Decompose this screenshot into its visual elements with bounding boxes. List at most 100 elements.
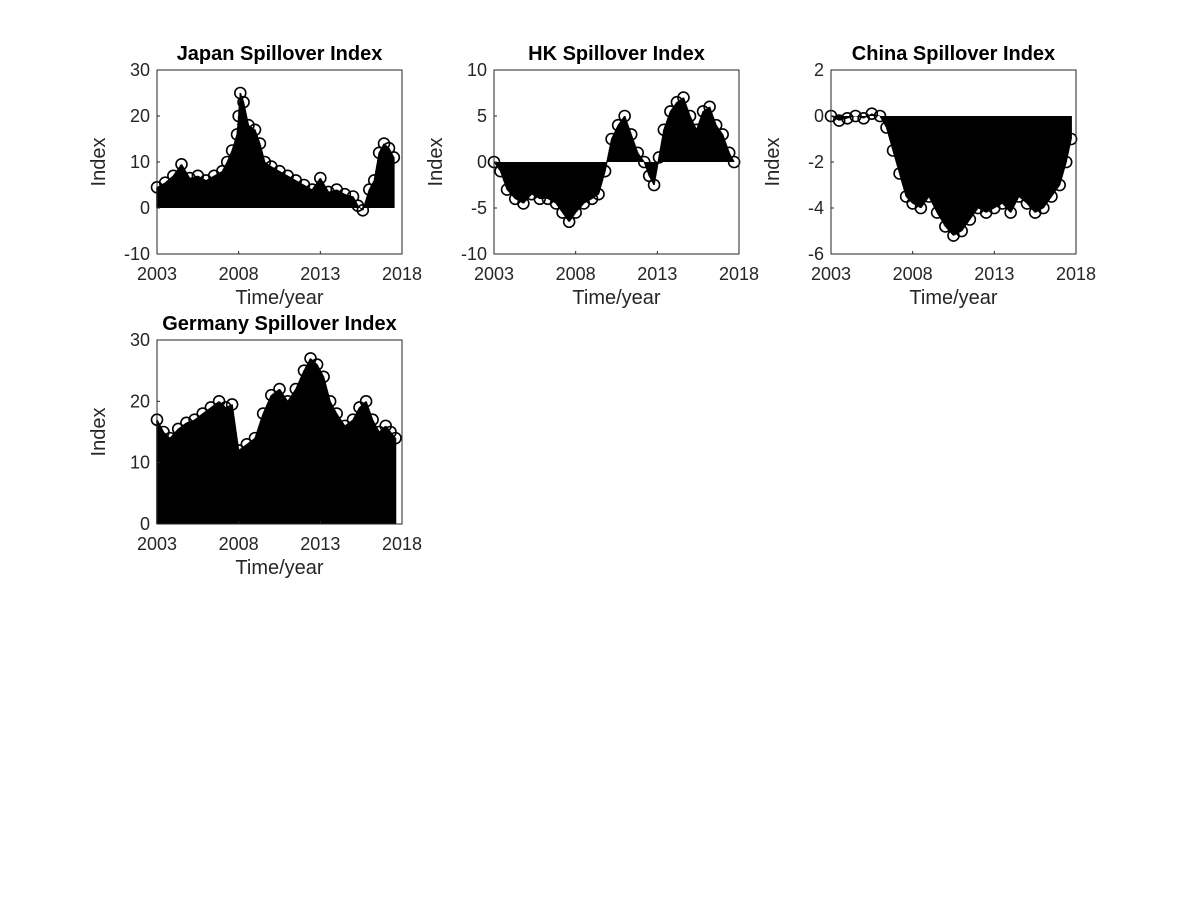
data-point: [1004, 206, 1017, 219]
data-point: [310, 358, 324, 371]
data-point: [533, 192, 547, 206]
data-point: [389, 431, 402, 445]
data-point: [225, 144, 239, 157]
data-point: [171, 422, 185, 436]
data-point: [494, 164, 507, 178]
data-point: [175, 158, 188, 171]
data-point: [618, 109, 631, 123]
x-tick-label: 2008: [219, 264, 259, 284]
y-tick-label: 10: [130, 453, 150, 473]
data-point: [922, 190, 936, 203]
data-point: [367, 174, 381, 187]
data-point: [1045, 190, 1058, 203]
x-tick-label: 2003: [474, 264, 514, 284]
y-tick-label: -10: [124, 244, 150, 264]
x-tick-label: 2013: [300, 264, 340, 284]
data-point: [330, 407, 343, 420]
data-point: [219, 401, 232, 414]
data-point: [880, 121, 893, 134]
y-tick-label: -2: [808, 152, 824, 172]
data-point: [865, 107, 879, 120]
data-point: [346, 413, 360, 427]
data-point: [556, 206, 569, 219]
data-point: [652, 151, 666, 164]
subplot-2: 2003 2008 2013 2018 -6 -4 -2 0 2 China Spillover …: [762, 43, 1096, 309]
data-point: [690, 123, 703, 137]
data-point: [1059, 155, 1073, 169]
data-point: [366, 413, 379, 427]
data-point: [356, 204, 370, 217]
data-point: [893, 167, 906, 180]
x-tick-label: 2003: [137, 534, 177, 554]
chart-title: HK Spillover Index: [528, 43, 705, 65]
series-0: [150, 352, 402, 524]
data-point: [183, 171, 196, 185]
x-tick-label: 2008: [893, 264, 933, 284]
subplot-3: 2003 2008 2013 2018 0 10 20 30 Germany Spillover…: [88, 313, 422, 579]
x-axis-label: Time/year: [909, 287, 998, 309]
data-point: [256, 407, 270, 420]
data-point: [569, 206, 582, 219]
data-point: [317, 370, 330, 384]
y-tick-label: 5: [477, 106, 487, 126]
data-point: [517, 197, 530, 210]
y-tick-label: 0: [140, 514, 150, 534]
data-point: [703, 100, 716, 114]
data-point: [886, 144, 900, 157]
data-point: [549, 197, 563, 210]
data-point: [314, 171, 327, 185]
data-point: [605, 132, 618, 146]
x-tick-label: 2018: [1056, 264, 1096, 284]
x-tick-label: 2013: [637, 264, 677, 284]
data-point: [727, 155, 741, 169]
data-point: [240, 437, 254, 451]
y-tick-label: 0: [814, 106, 824, 126]
subplot-1: 2003 2008 2013 2018 -10 -5 0 5 10 HK Spillover In…: [425, 43, 759, 309]
data-point: [167, 169, 180, 183]
data-point: [637, 155, 651, 169]
data-point: [237, 95, 250, 109]
series-0: [150, 86, 401, 217]
chart-title: Japan Spillover Index: [177, 43, 383, 65]
data-point: [873, 109, 887, 123]
y-axis-label: Index: [762, 138, 784, 187]
y-tick-label: 30: [130, 60, 150, 80]
x-tick-label: 2003: [811, 264, 851, 284]
data-point: [387, 151, 401, 164]
x-tick-label: 2008: [556, 264, 596, 284]
data-point: [163, 431, 177, 445]
y-tick-label: 30: [130, 330, 150, 350]
data-point: [709, 118, 723, 132]
y-tick-label: 10: [467, 60, 487, 80]
x-axis-label: Time/year: [235, 557, 324, 579]
data-point: [232, 109, 245, 123]
data-point: [624, 128, 638, 141]
series-0: [824, 107, 1078, 242]
data-point: [849, 109, 862, 123]
data-point: [225, 398, 239, 411]
data-point: [297, 364, 311, 377]
x-tick-label: 2013: [974, 264, 1014, 284]
data-point: [248, 123, 262, 137]
axes-box: [156, 69, 403, 255]
data-point: [677, 91, 690, 104]
data-point: [611, 118, 625, 132]
y-tick-label: 0: [477, 152, 487, 172]
data-point: [500, 183, 514, 196]
data-point: [338, 187, 352, 201]
y-tick-label: 10: [130, 152, 150, 172]
data-point: [1053, 178, 1066, 192]
data-point: [323, 395, 337, 408]
chart-title: China Spillover Index: [852, 43, 1055, 65]
y-axis-label: Index: [425, 138, 447, 187]
axes-box: [156, 339, 403, 525]
data-point: [248, 431, 262, 445]
data-point: [196, 407, 210, 420]
data-point: [253, 137, 267, 150]
data-point: [598, 164, 612, 178]
data-point: [1020, 197, 1034, 210]
data-point: [289, 382, 303, 396]
data-point: [899, 190, 913, 203]
data-point: [592, 187, 605, 201]
